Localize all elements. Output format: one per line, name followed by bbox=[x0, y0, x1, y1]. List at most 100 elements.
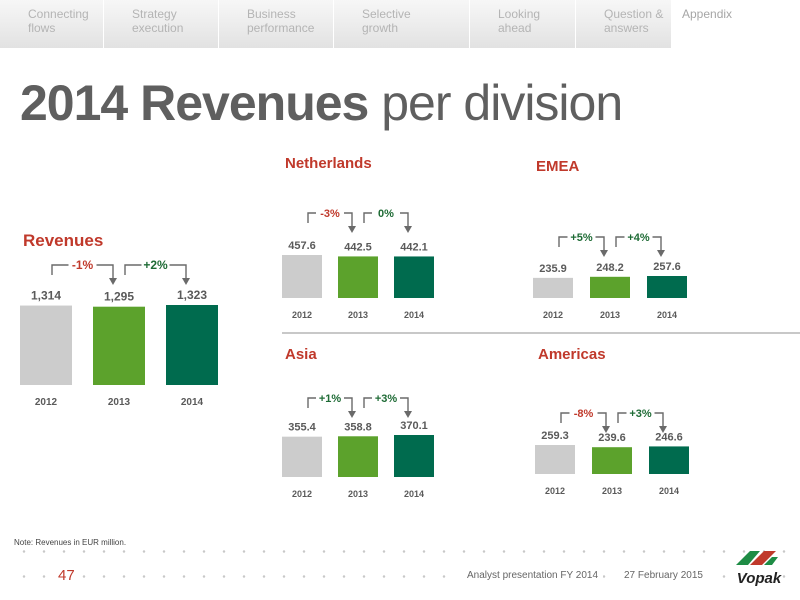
chart-emea: EMEA 235.9 2012 248.2 2013 257.6 2014 +5% +4% bbox=[533, 158, 687, 320]
change-bracket-left-0 bbox=[560, 412, 570, 423]
page-title-normal: per division bbox=[368, 75, 623, 131]
bar-2012 bbox=[282, 255, 322, 298]
bar-2013 bbox=[592, 447, 632, 474]
category-label-2013: 2013 bbox=[348, 489, 368, 499]
panel-divider bbox=[282, 332, 800, 334]
change-label-0: +1% bbox=[319, 393, 342, 405]
tab-strategy-execution[interactable]: Strategy execution bbox=[104, 0, 219, 48]
chart-title: EMEA bbox=[536, 158, 580, 175]
value-label-2013: 442.5 bbox=[344, 241, 372, 253]
bar-2014 bbox=[166, 305, 218, 385]
change-label-1: +2% bbox=[143, 258, 168, 272]
category-label-2014: 2014 bbox=[659, 486, 679, 496]
category-label-2012: 2012 bbox=[545, 486, 565, 496]
change-bracket-left-1 bbox=[124, 264, 142, 275]
logo-mark-green bbox=[736, 551, 760, 565]
change-bracket-right-1 bbox=[400, 212, 409, 227]
bar-2013 bbox=[338, 256, 378, 298]
bar-2013 bbox=[93, 306, 145, 385]
bar-2012 bbox=[20, 305, 72, 385]
change-label-0: -8% bbox=[574, 408, 594, 420]
vopak-logo: Vopak bbox=[736, 551, 782, 587]
category-label-2012: 2012 bbox=[543, 310, 563, 320]
category-label-2012: 2012 bbox=[292, 310, 312, 320]
change-bracket-right-1 bbox=[654, 412, 664, 427]
change-bracket-right-0 bbox=[344, 212, 353, 227]
dotted-rule-upper bbox=[14, 550, 794, 553]
category-label-2014: 2014 bbox=[657, 310, 677, 320]
category-label-2012: 2012 bbox=[35, 397, 58, 408]
tab-connecting-flows[interactable]: Connecting flows bbox=[0, 0, 104, 48]
bar-2014 bbox=[647, 276, 687, 298]
change-arrowhead-1 bbox=[657, 250, 665, 257]
change-arrowhead-0 bbox=[109, 278, 117, 285]
value-label-2014: 246.6 bbox=[655, 431, 683, 443]
logo-mark-green-2 bbox=[764, 557, 778, 565]
bar-2013 bbox=[338, 436, 378, 477]
change-label-0: +5% bbox=[570, 232, 593, 244]
tab-looking-ahead[interactable]: Looking ahead bbox=[470, 0, 576, 48]
change-bracket-right-0 bbox=[344, 397, 353, 412]
change-bracket-left-0 bbox=[307, 397, 316, 408]
footer-date: 27 February 2015 bbox=[619, 570, 708, 581]
change-label-1: +3% bbox=[629, 408, 652, 420]
chart-title: Revenues bbox=[23, 231, 103, 250]
change-arrowhead-0 bbox=[348, 411, 356, 418]
page-title-bold: 2014 Revenues bbox=[20, 75, 369, 131]
tab-selective-growth[interactable]: Selective growth bbox=[334, 0, 470, 48]
change-label-1: +3% bbox=[375, 393, 398, 405]
logo-wordmark: Vopak bbox=[737, 570, 782, 587]
change-bracket-left-0 bbox=[558, 236, 568, 247]
category-label-2012: 2012 bbox=[292, 489, 312, 499]
change-arrowhead-1 bbox=[659, 426, 667, 433]
change-bracket-right-1 bbox=[400, 397, 409, 412]
chart-netherlands: Netherlands 457.6 2012 442.5 2013 442.1 2014 -3… bbox=[282, 155, 434, 320]
value-label-2014: 370.1 bbox=[400, 420, 428, 432]
change-arrowhead-0 bbox=[602, 426, 610, 433]
change-arrowhead-0 bbox=[600, 250, 608, 257]
value-label-2013: 239.6 bbox=[598, 432, 626, 444]
category-label-2013: 2013 bbox=[108, 397, 131, 408]
chart-asia: Asia 355.4 2012 358.8 2013 370.1 2014 +1% +3% bbox=[282, 346, 434, 499]
change-bracket-left-0 bbox=[51, 264, 69, 275]
chart-title: Netherlands bbox=[285, 155, 372, 172]
change-bracket-right-0 bbox=[96, 264, 114, 279]
dotted-rule-lower bbox=[14, 575, 794, 578]
change-arrowhead-1 bbox=[404, 411, 412, 418]
footnote: Note: Revenues in EUR million. bbox=[14, 538, 127, 547]
change-arrowhead-0 bbox=[348, 226, 356, 233]
bar-2014 bbox=[649, 446, 689, 474]
change-bracket-right-1 bbox=[652, 236, 662, 251]
value-label-2012: 259.3 bbox=[541, 430, 569, 442]
bar-2013 bbox=[590, 276, 630, 298]
category-label-2013: 2013 bbox=[600, 310, 620, 320]
value-label-2013: 248.2 bbox=[596, 262, 624, 274]
category-label-2014: 2014 bbox=[404, 310, 424, 320]
value-label-2013: 358.8 bbox=[344, 421, 372, 433]
change-arrowhead-1 bbox=[182, 278, 190, 285]
value-label-2013: 1,295 bbox=[104, 290, 134, 304]
bar-2012 bbox=[282, 436, 322, 477]
category-label-2013: 2013 bbox=[348, 310, 368, 320]
category-label-2014: 2014 bbox=[181, 397, 204, 408]
change-bracket-right-0 bbox=[597, 412, 607, 427]
chart-title: Asia bbox=[285, 346, 317, 363]
value-label-2012: 457.6 bbox=[288, 240, 316, 252]
change-bracket-left-0 bbox=[307, 212, 316, 223]
change-label-1: +4% bbox=[627, 232, 650, 244]
bar-2014 bbox=[394, 435, 434, 477]
footer-presentation: Analyst presentation FY 2014 bbox=[462, 570, 604, 581]
change-bracket-left-1 bbox=[363, 212, 372, 223]
chart-americas: Americas 259.3 2012 239.6 2013 246.6 2014 -8% +3… bbox=[535, 346, 689, 496]
page-title: 2014 Revenues per division bbox=[20, 70, 623, 136]
tab-question-answers[interactable]: Question & answers bbox=[576, 0, 672, 48]
section-nav: Connecting flows Strategy execution Busi… bbox=[0, 0, 800, 48]
value-label-2014: 257.6 bbox=[653, 261, 681, 273]
tab-business-performance[interactable]: Business performance bbox=[219, 0, 334, 48]
tab-appendix[interactable]: Appendix bbox=[672, 0, 800, 48]
chart-revenues: Revenues 1,314 2012 1,295 2013 1,323 2014 -1% +2… bbox=[20, 231, 218, 408]
bar-2012 bbox=[535, 445, 575, 474]
change-arrowhead-1 bbox=[404, 226, 412, 233]
change-bracket-right-1 bbox=[169, 264, 187, 279]
value-label-2012: 355.4 bbox=[288, 422, 316, 434]
